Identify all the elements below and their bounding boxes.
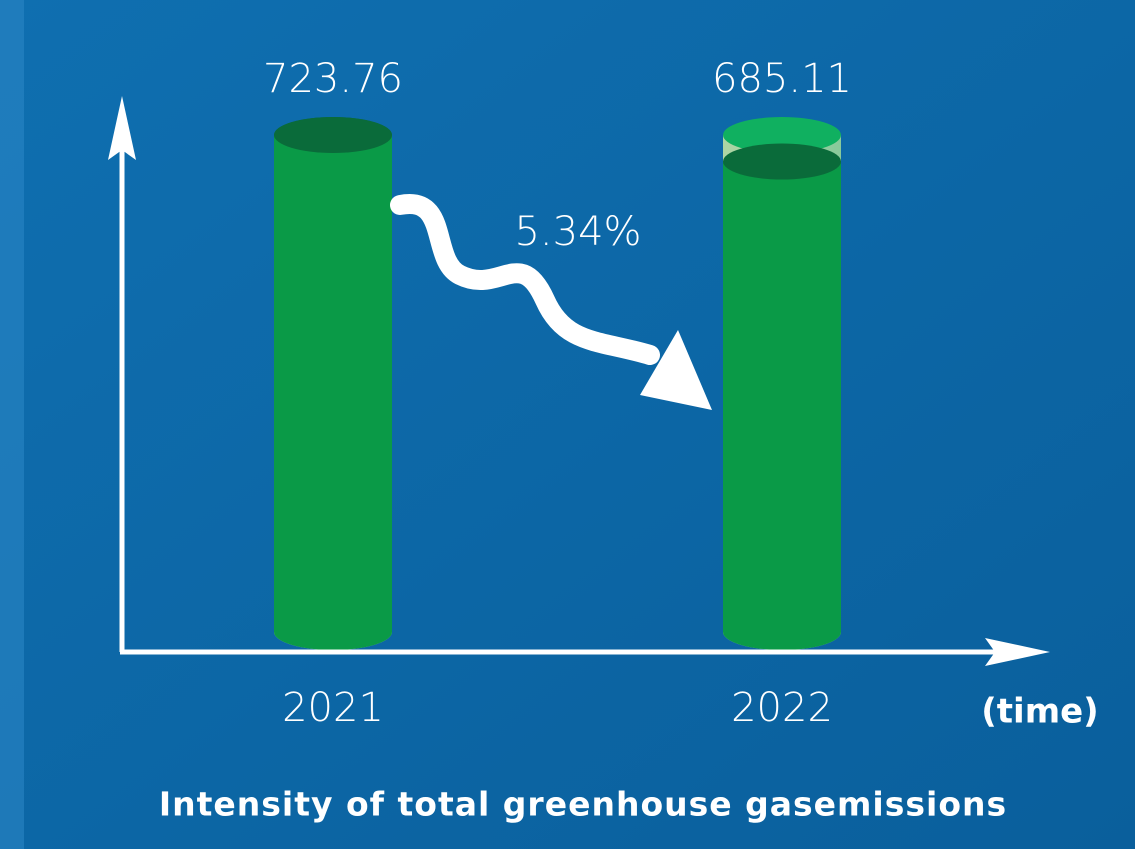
- x-axis-label: (time): [981, 692, 1098, 732]
- chart: 5.34% (time) Intensity of total greenhou…: [0, 0, 1135, 849]
- chart-title: Intensity of total greenhouse gasemissio…: [159, 785, 1007, 824]
- annotation: 5.34%: [514, 209, 641, 255]
- value-label: 685.11: [712, 56, 852, 102]
- cylinder-body: [274, 135, 392, 650]
- cylinder-cap: [274, 117, 392, 153]
- x-tick-label: 2021: [282, 685, 384, 731]
- page: {"chart_data": {"type": "cylinder", "tit…: [0, 0, 1135, 849]
- value-label: 723.76: [263, 56, 403, 102]
- background: [0, 0, 1135, 849]
- background-edge: [0, 0, 24, 849]
- x-tick-label: 2022: [731, 685, 833, 731]
- cylinder-body: [723, 162, 841, 650]
- cylinder-cap: [723, 144, 841, 180]
